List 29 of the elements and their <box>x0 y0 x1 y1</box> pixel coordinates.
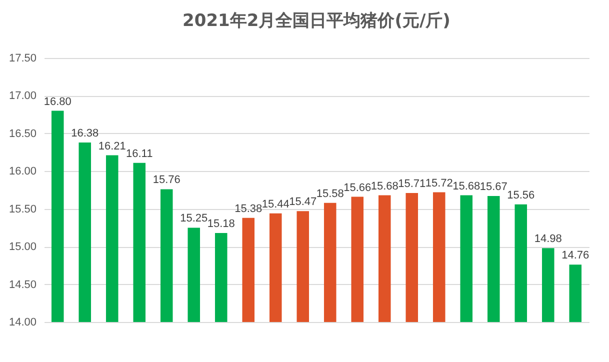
data-label: 15.44 <box>262 198 290 210</box>
data-label: 15.68 <box>370 180 398 192</box>
data-label: 16.21 <box>98 140 126 152</box>
data-label: 15.71 <box>398 178 426 190</box>
data-label: 16.38 <box>71 127 99 140</box>
data-label: 15.56 <box>507 189 535 202</box>
y-tick-label: 15.00 <box>8 241 36 254</box>
y-tick-label: 16.50 <box>8 128 36 140</box>
data-label: 15.67 <box>480 181 508 194</box>
y-tick-label: 14.50 <box>8 278 36 291</box>
data-label: 15.72 <box>425 177 453 190</box>
data-label: 14.98 <box>534 233 562 246</box>
data-label: 15.18 <box>207 218 235 230</box>
y-tick-label: 15.50 <box>8 203 36 216</box>
data-label: 14.76 <box>562 250 590 262</box>
y-tick-label: 16.00 <box>8 166 36 178</box>
data-label: 15.58 <box>316 188 344 200</box>
data-label: 15.66 <box>344 182 372 194</box>
data-label: 15.25 <box>180 212 208 225</box>
data-label: 15.47 <box>289 196 317 208</box>
y-tick-label: 17.00 <box>8 90 36 102</box>
data-label: 16.80 <box>44 96 72 108</box>
data-label: 15.68 <box>452 180 480 192</box>
data-label: 15.76 <box>152 174 180 186</box>
data-label: 16.11 <box>126 148 153 160</box>
y-tick-label: 17.50 <box>8 52 36 64</box>
data-label: 15.38 <box>234 202 262 215</box>
y-tick-label: 14.00 <box>8 316 36 328</box>
chart-title: 2021年2月全国日平均猪价(元/斤) <box>182 11 450 31</box>
